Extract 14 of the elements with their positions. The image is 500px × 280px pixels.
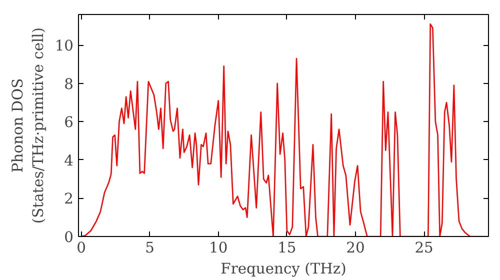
y-tick-label: 2 [64,190,74,208]
x-tick-label: 25 [414,240,434,256]
y-tick-label: 0 [64,229,74,246]
y-axis-title: Phonon DOS (States/THz·primitive cell) [9,27,47,224]
y-tick-label: 8 [64,76,74,93]
y-tick-label: 4 [64,152,74,170]
y-tick-label: 6 [64,114,74,132]
y-tick-label: 10 [54,38,74,55]
x-axis-title: Frequency (THz) [220,260,346,278]
x-tick-label: 15 [278,240,296,256]
x-tick-label: 10 [209,240,228,256]
x-tick-label: 0 [76,240,86,256]
x-tick-label: 20 [346,240,365,256]
x-tick-label: 5 [145,240,154,256]
